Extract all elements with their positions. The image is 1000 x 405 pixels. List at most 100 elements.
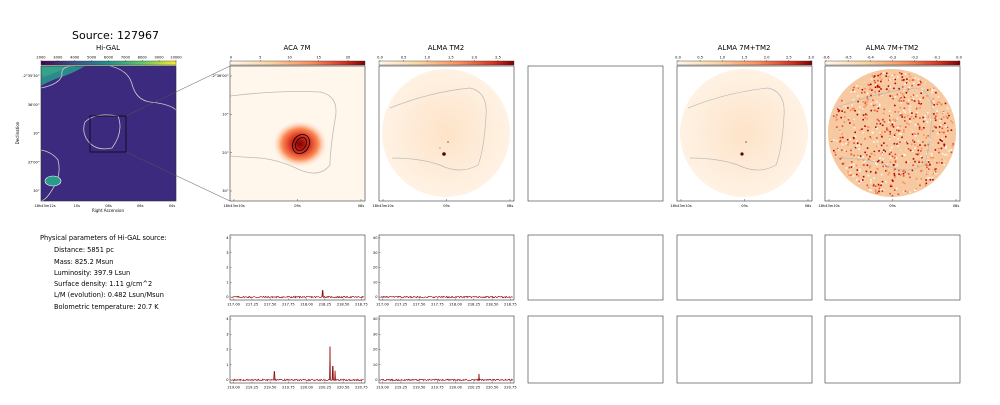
x-tick-label: 08s bbox=[358, 204, 365, 208]
noise-pixel bbox=[921, 129, 923, 131]
tm2-colorbar-ticks: 0.0 0.5 1.0 1.5 2.0 2.5 bbox=[377, 56, 501, 62]
noise-pixel bbox=[861, 92, 863, 94]
noise-pixel bbox=[864, 117, 866, 119]
noise-pixel bbox=[830, 129, 833, 132]
noise-pixel bbox=[905, 91, 908, 94]
noise-pixel bbox=[941, 140, 943, 142]
empty-spectrum-panel bbox=[527, 234, 664, 301]
noise-pixel bbox=[920, 163, 923, 165]
noise-pixel bbox=[926, 155, 929, 158]
noise-pixel bbox=[920, 155, 922, 158]
empty-spectrum-panel bbox=[676, 234, 813, 301]
noise-pixel bbox=[924, 118, 927, 120]
noise-pixel bbox=[850, 91, 852, 93]
noise-pixel bbox=[863, 178, 865, 180]
noise-pixel bbox=[927, 164, 929, 167]
noise-pixel bbox=[884, 130, 886, 133]
noise-pixel bbox=[895, 119, 897, 121]
noise-pixel bbox=[863, 161, 865, 164]
noise-pixel bbox=[882, 165, 884, 168]
noise-pixel bbox=[870, 95, 872, 97]
noise-pixel bbox=[893, 136, 895, 138]
noise-pixel bbox=[950, 120, 952, 122]
empty-image-panel bbox=[527, 65, 664, 202]
x-tick-label: 219.00 bbox=[227, 386, 240, 390]
noise-pixel bbox=[936, 96, 939, 99]
noise-pixel bbox=[863, 81, 866, 84]
noise-pixel bbox=[863, 163, 865, 165]
noise-pixel bbox=[904, 178, 907, 181]
noise-pixel bbox=[902, 94, 905, 97]
noise-pixel bbox=[883, 149, 885, 151]
noise-pixel bbox=[907, 191, 909, 193]
x-tick-label: 08s bbox=[953, 204, 960, 208]
noise-pixel bbox=[928, 174, 931, 176]
noise-pixel bbox=[909, 118, 911, 120]
noise-pixel bbox=[879, 133, 882, 136]
source-title: Source: 127967 bbox=[72, 29, 159, 42]
noise-pixel bbox=[890, 184, 892, 186]
noise-pixel bbox=[876, 84, 879, 87]
noise-pixel bbox=[931, 176, 934, 179]
noise-pixel bbox=[921, 161, 924, 164]
noise-pixel bbox=[891, 124, 894, 126]
noise-pixel bbox=[898, 99, 901, 102]
noise-pixel bbox=[936, 122, 938, 125]
noise-pixel bbox=[878, 184, 881, 187]
noise-pixel bbox=[920, 92, 922, 94]
noise-pixel bbox=[896, 161, 898, 164]
spectrum-frame bbox=[229, 315, 366, 384]
empty-spectrum-panel bbox=[676, 315, 813, 384]
x-tick-label: 217.75 bbox=[282, 303, 295, 307]
noise-pixel bbox=[863, 159, 865, 161]
noise-pixel bbox=[842, 163, 844, 165]
parameter-bolometric-temperature: Bolometric temperature: 20.7 K bbox=[54, 302, 159, 311]
noise-pixel bbox=[854, 146, 857, 149]
noise-pixel bbox=[936, 108, 938, 110]
noise-pixel bbox=[939, 119, 941, 122]
noise-pixel bbox=[861, 162, 863, 165]
higal-image bbox=[41, 66, 176, 201]
noise-pixel bbox=[919, 117, 921, 119]
noise-pixel bbox=[851, 108, 854, 110]
spectrum-frame bbox=[229, 234, 366, 301]
noise-pixel bbox=[875, 183, 877, 186]
noise-pixel bbox=[898, 87, 900, 90]
noise-pixel bbox=[918, 161, 920, 163]
noise-pixel bbox=[885, 180, 887, 183]
parameter-surface-density: Surface density: 1.11 g/cm^2 bbox=[54, 280, 153, 289]
noise-pixel bbox=[936, 112, 938, 115]
noise-pixel bbox=[837, 106, 840, 109]
noise-pixel bbox=[881, 151, 884, 154]
noise-pixel bbox=[856, 108, 858, 111]
noise-pixel bbox=[873, 152, 875, 154]
noise-pixel bbox=[857, 175, 860, 177]
noise-pixel bbox=[903, 190, 905, 193]
noise-pixel bbox=[889, 120, 892, 123]
noise-pixel bbox=[880, 144, 883, 147]
noise-pixel bbox=[874, 81, 876, 84]
noise-pixel bbox=[930, 153, 933, 155]
noise-pixel bbox=[926, 89, 929, 91]
colorbar-tick-label: 5000 bbox=[87, 56, 97, 60]
y-tick-label: -2°35'30" bbox=[22, 74, 40, 78]
noise-pixel bbox=[905, 161, 907, 164]
noise-pixel bbox=[945, 135, 947, 138]
noise-pixel bbox=[898, 153, 901, 156]
noise-pixel bbox=[852, 108, 854, 111]
noise-pixel bbox=[872, 99, 874, 101]
noise-pixel bbox=[882, 158, 884, 160]
noise-pixel bbox=[893, 134, 896, 137]
noise-pixel bbox=[869, 165, 872, 167]
noise-pixel bbox=[951, 144, 954, 147]
noise-pixel bbox=[900, 101, 903, 104]
noise-pixel bbox=[885, 75, 887, 77]
noise-pixel bbox=[916, 156, 918, 158]
noise-pixel bbox=[877, 159, 880, 162]
noise-pixel bbox=[888, 171, 891, 174]
noise-pixel bbox=[906, 82, 909, 85]
combo-panel: ALMA 7M+TM2 0.0 0.5 1.0 1.5 2.0 2.5 3.0 18h43m… bbox=[670, 44, 814, 208]
combo-residual-title: ALMA 7M+TM2 bbox=[866, 44, 919, 52]
x-tick-label: 218.50 bbox=[486, 303, 499, 307]
colorbar-tick-label: 0.0 bbox=[377, 56, 383, 60]
